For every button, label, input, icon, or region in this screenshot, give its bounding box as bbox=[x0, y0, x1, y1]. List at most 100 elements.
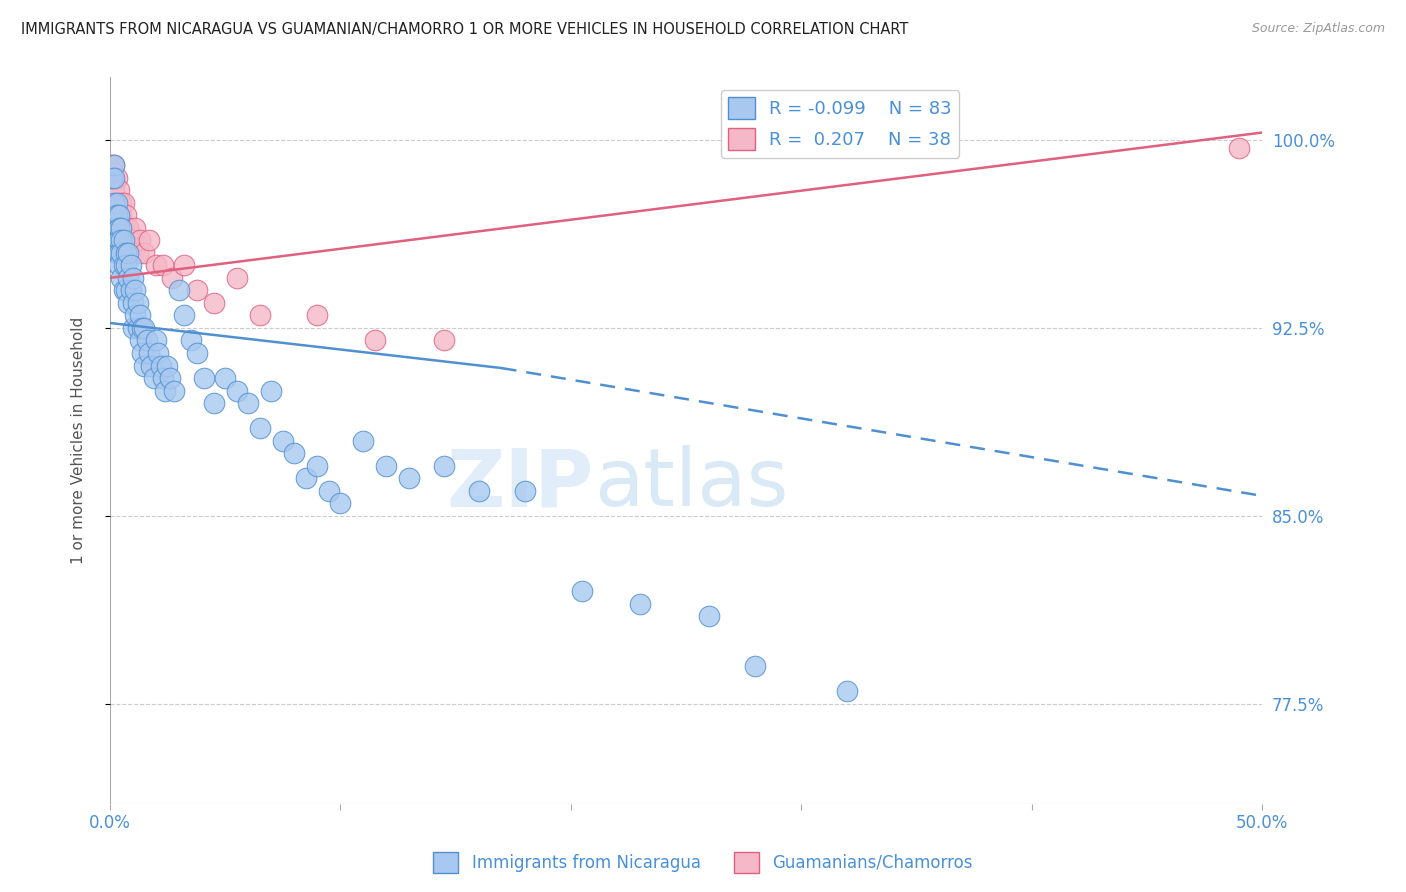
Point bbox=[103, 158, 125, 172]
Point bbox=[117, 296, 139, 310]
Point bbox=[115, 258, 138, 272]
Point bbox=[375, 458, 398, 473]
Point bbox=[128, 334, 150, 348]
Point bbox=[103, 183, 125, 197]
Point bbox=[260, 384, 283, 398]
Point bbox=[307, 309, 329, 323]
Point bbox=[142, 371, 165, 385]
Point bbox=[202, 396, 225, 410]
Point bbox=[186, 346, 208, 360]
Point bbox=[398, 471, 420, 485]
Point bbox=[628, 597, 651, 611]
Point bbox=[153, 384, 176, 398]
Point bbox=[134, 359, 156, 373]
Point bbox=[225, 384, 247, 398]
Point bbox=[249, 421, 271, 435]
Point bbox=[163, 384, 186, 398]
Point bbox=[145, 258, 167, 272]
Point bbox=[110, 233, 132, 247]
Point bbox=[135, 334, 157, 348]
Point bbox=[117, 245, 139, 260]
Point bbox=[127, 321, 149, 335]
Point bbox=[105, 195, 128, 210]
Point bbox=[307, 458, 329, 473]
Point bbox=[105, 170, 128, 185]
Point bbox=[108, 220, 131, 235]
Point bbox=[117, 245, 139, 260]
Point bbox=[115, 208, 138, 222]
Point bbox=[364, 334, 387, 348]
Point bbox=[115, 284, 138, 298]
Point bbox=[236, 396, 259, 410]
Point bbox=[112, 284, 135, 298]
Y-axis label: 1 or more Vehicles in Household: 1 or more Vehicles in Household bbox=[72, 317, 86, 565]
Point bbox=[105, 245, 128, 260]
Point bbox=[152, 371, 174, 385]
Point bbox=[117, 220, 139, 235]
Point bbox=[571, 584, 593, 599]
Point bbox=[214, 371, 236, 385]
Point bbox=[105, 233, 128, 247]
Point bbox=[173, 258, 195, 272]
Point bbox=[122, 233, 145, 247]
Point bbox=[117, 271, 139, 285]
Legend: Immigrants from Nicaragua, Guamanians/Chamorros: Immigrants from Nicaragua, Guamanians/Ch… bbox=[426, 846, 980, 880]
Point bbox=[110, 245, 132, 260]
Point bbox=[128, 233, 150, 247]
Point bbox=[159, 371, 181, 385]
Point bbox=[131, 346, 153, 360]
Point bbox=[837, 684, 859, 698]
Point bbox=[108, 208, 131, 222]
Point bbox=[124, 220, 146, 235]
Point bbox=[138, 346, 160, 360]
Point bbox=[294, 471, 316, 485]
Text: ZIP: ZIP bbox=[447, 445, 593, 524]
Point bbox=[134, 321, 156, 335]
Point bbox=[202, 296, 225, 310]
Point bbox=[141, 359, 163, 373]
Point bbox=[110, 220, 132, 235]
Point bbox=[145, 334, 167, 348]
Point bbox=[127, 245, 149, 260]
Point bbox=[103, 233, 125, 247]
Point bbox=[103, 195, 125, 210]
Point bbox=[115, 245, 138, 260]
Point bbox=[131, 321, 153, 335]
Point bbox=[105, 195, 128, 210]
Point bbox=[513, 483, 536, 498]
Point bbox=[101, 158, 124, 172]
Point bbox=[152, 258, 174, 272]
Point bbox=[110, 195, 132, 210]
Legend: R = -0.099    N = 83, R =  0.207    N = 38: R = -0.099 N = 83, R = 0.207 N = 38 bbox=[721, 90, 959, 158]
Point bbox=[108, 183, 131, 197]
Point bbox=[697, 609, 720, 624]
Point bbox=[193, 371, 215, 385]
Point bbox=[120, 233, 142, 247]
Text: atlas: atlas bbox=[593, 445, 789, 524]
Point bbox=[225, 271, 247, 285]
Point bbox=[127, 296, 149, 310]
Point bbox=[271, 434, 294, 448]
Point bbox=[148, 346, 170, 360]
Point bbox=[108, 220, 131, 235]
Point bbox=[105, 208, 128, 222]
Point bbox=[173, 309, 195, 323]
Point bbox=[103, 158, 125, 172]
Point bbox=[122, 271, 145, 285]
Point bbox=[156, 359, 179, 373]
Point bbox=[249, 309, 271, 323]
Point bbox=[112, 195, 135, 210]
Point bbox=[101, 208, 124, 222]
Point bbox=[110, 208, 132, 222]
Point bbox=[112, 258, 135, 272]
Point bbox=[101, 170, 124, 185]
Point bbox=[108, 233, 131, 247]
Point bbox=[124, 309, 146, 323]
Point bbox=[134, 245, 156, 260]
Point bbox=[1227, 140, 1250, 154]
Point bbox=[283, 446, 305, 460]
Point bbox=[122, 321, 145, 335]
Point bbox=[160, 271, 183, 285]
Point bbox=[179, 334, 201, 348]
Point bbox=[138, 233, 160, 247]
